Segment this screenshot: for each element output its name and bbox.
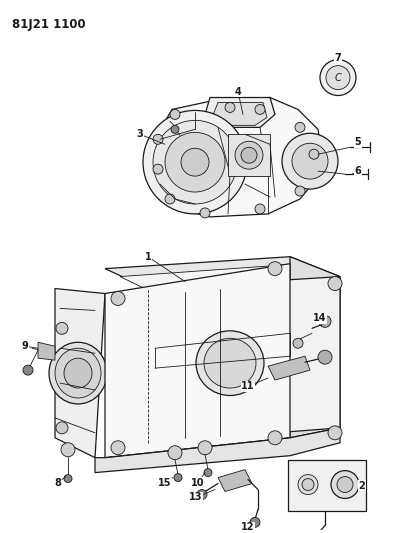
Text: 5: 5 (354, 138, 362, 147)
Circle shape (225, 102, 235, 112)
Circle shape (292, 143, 328, 179)
Circle shape (326, 66, 350, 90)
Circle shape (56, 422, 68, 434)
Circle shape (255, 204, 265, 214)
Circle shape (295, 186, 305, 196)
Ellipse shape (64, 358, 92, 388)
Circle shape (235, 141, 263, 169)
Circle shape (204, 469, 212, 477)
Circle shape (268, 262, 282, 276)
Circle shape (268, 431, 282, 445)
Text: 7: 7 (334, 53, 342, 63)
Circle shape (328, 426, 342, 440)
Circle shape (255, 104, 265, 115)
Circle shape (241, 147, 257, 163)
Circle shape (318, 350, 332, 364)
Text: 8: 8 (55, 478, 61, 488)
Circle shape (298, 474, 318, 495)
Circle shape (198, 441, 212, 455)
Polygon shape (205, 98, 275, 127)
Circle shape (181, 148, 209, 176)
Text: 9: 9 (22, 341, 28, 351)
Ellipse shape (55, 348, 101, 398)
Circle shape (64, 474, 72, 482)
Text: 12: 12 (241, 522, 255, 532)
Polygon shape (105, 257, 340, 288)
Text: 15: 15 (158, 478, 172, 488)
Circle shape (171, 125, 179, 133)
Polygon shape (268, 356, 310, 380)
Text: 6: 6 (354, 166, 362, 176)
Circle shape (320, 60, 356, 95)
Circle shape (174, 474, 182, 481)
Polygon shape (290, 257, 340, 438)
Circle shape (250, 518, 260, 527)
Circle shape (328, 277, 342, 290)
Circle shape (293, 338, 303, 348)
Text: 11: 11 (241, 381, 255, 391)
Circle shape (331, 471, 359, 498)
Polygon shape (120, 265, 328, 294)
Circle shape (170, 109, 180, 119)
Circle shape (61, 443, 75, 457)
Text: 4: 4 (235, 86, 241, 96)
Text: 14: 14 (313, 313, 327, 324)
Circle shape (319, 316, 331, 327)
Circle shape (23, 365, 33, 375)
Circle shape (56, 322, 68, 334)
Ellipse shape (196, 331, 264, 395)
Polygon shape (105, 264, 290, 458)
Polygon shape (218, 470, 252, 491)
Text: 2: 2 (359, 481, 365, 490)
Ellipse shape (49, 342, 107, 404)
Circle shape (309, 149, 319, 159)
Polygon shape (148, 277, 340, 443)
Circle shape (165, 132, 225, 192)
Polygon shape (152, 98, 322, 217)
Text: 10: 10 (191, 478, 205, 488)
Polygon shape (95, 428, 340, 473)
Text: 81J21 1100: 81J21 1100 (12, 18, 86, 31)
Circle shape (111, 292, 125, 305)
Text: 1: 1 (145, 252, 151, 262)
Polygon shape (55, 288, 105, 458)
Circle shape (282, 133, 338, 189)
Text: 3: 3 (137, 130, 143, 139)
Polygon shape (38, 342, 55, 360)
Circle shape (153, 164, 163, 174)
Circle shape (168, 446, 182, 459)
Circle shape (143, 110, 247, 214)
Circle shape (165, 194, 175, 204)
Circle shape (153, 134, 163, 144)
Circle shape (302, 479, 314, 490)
Circle shape (111, 441, 125, 455)
Bar (228, 134, 270, 176)
Ellipse shape (204, 338, 256, 388)
Bar (288, 459, 366, 511)
Circle shape (337, 477, 353, 492)
Polygon shape (212, 102, 267, 125)
Circle shape (153, 120, 237, 204)
Text: 13: 13 (189, 492, 203, 503)
Circle shape (200, 208, 210, 218)
Circle shape (197, 489, 207, 499)
Text: C: C (334, 72, 342, 83)
Circle shape (295, 123, 305, 132)
